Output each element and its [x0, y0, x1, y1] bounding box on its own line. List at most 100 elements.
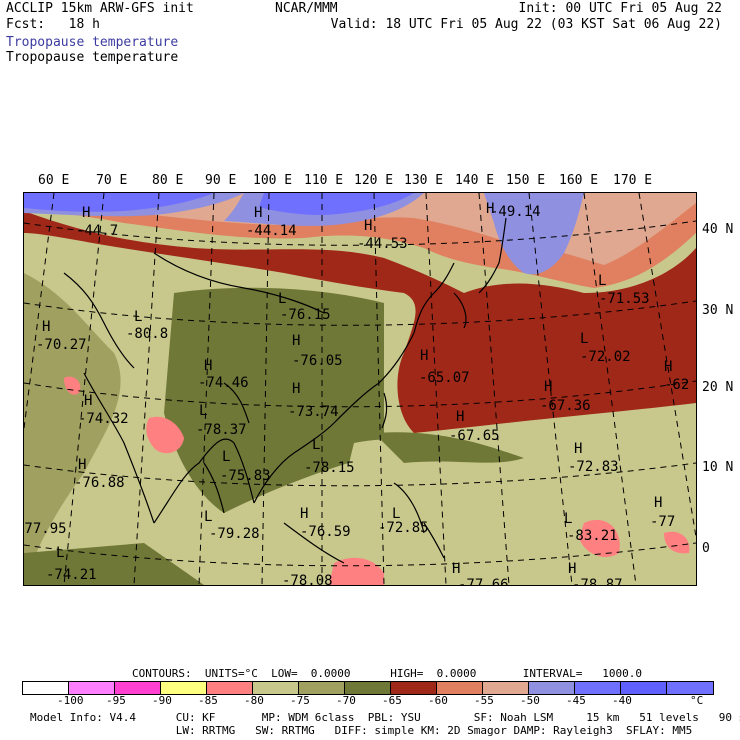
center-mark: H	[664, 359, 672, 375]
lon-label: 90 E	[205, 173, 237, 188]
shade-pink-south	[329, 557, 384, 585]
init-time: Init: 00 UTC Fri 05 Aug 22	[518, 1, 723, 16]
field-title-contour: Tropopause temperature	[6, 50, 179, 65]
lon-label: 60 E	[38, 173, 70, 188]
center-value: -80.8	[126, 326, 168, 342]
lat-label: 0	[702, 541, 710, 556]
center-mark: L	[278, 291, 286, 307]
legend-swatch	[161, 682, 207, 694]
legend-tick: -50	[520, 694, 540, 707]
center-value: -74.21	[46, 567, 97, 583]
center-mark: L	[598, 273, 606, 289]
center-mark: L	[199, 403, 207, 419]
shade-pink-arabia	[64, 376, 81, 395]
lon-label: 110 E	[304, 173, 344, 188]
shade-pink-bay	[146, 416, 184, 454]
center-value: -44.14	[246, 223, 297, 239]
legend-swatch	[115, 682, 161, 694]
center-mark: L	[204, 509, 212, 525]
center-mark: H	[254, 205, 262, 221]
center-mark: H	[82, 205, 90, 221]
center-mark: H	[568, 561, 576, 577]
legend-tick: -55	[474, 694, 494, 707]
legend-swatch	[69, 682, 115, 694]
center-mark: H	[42, 319, 50, 335]
center-value: -70.27	[36, 337, 87, 353]
lon-label: 130 E	[404, 173, 444, 188]
center-value: -78.37	[196, 422, 247, 438]
center-value: -74.32	[78, 411, 129, 427]
coastlines	[63, 217, 507, 564]
legend-tick: -85	[198, 694, 218, 707]
center-labels: H -44.7 H -44.14 H -44.53 H -49.14 H -70…	[24, 201, 689, 585]
legend-tick: -40	[612, 694, 632, 707]
shade-blue-west	[24, 193, 214, 212]
legend-tick: -90	[152, 694, 172, 707]
center-mark: L	[564, 511, 572, 527]
center-value: -72.02	[580, 349, 631, 365]
legend-tick: -95	[106, 694, 126, 707]
lon-label: 160 E	[559, 173, 599, 188]
legend-tick: -65	[382, 694, 402, 707]
legend-swatch	[299, 682, 345, 694]
center-mark: L	[134, 309, 142, 325]
lat-label: 10 N	[702, 460, 734, 475]
center-mark: H	[300, 506, 308, 522]
center-mark: H	[420, 348, 428, 364]
legend-tick: -70	[336, 694, 356, 707]
center-value: -77.66	[458, 577, 509, 585]
graticule	[24, 193, 696, 585]
center-value: -76.59	[300, 524, 351, 540]
center-value: -78.08	[282, 573, 333, 585]
lon-label: 100 E	[253, 173, 293, 188]
center-mark: H	[292, 381, 300, 397]
center-value: -44.7	[76, 223, 118, 239]
tropopause-temperature-map: H -44.7 H -44.14 H -44.53 H -49.14 H -70…	[23, 192, 697, 586]
color-legend	[22, 681, 714, 695]
center-mark: H	[292, 333, 300, 349]
center-value: -75.83	[220, 468, 271, 484]
shade-dark-olive	[164, 287, 384, 513]
center-value: -67.65	[449, 428, 500, 444]
center-mark: L	[580, 331, 588, 347]
center-mark: H	[456, 409, 464, 425]
legend-tick: -80	[244, 694, 264, 707]
lon-label: 70 E	[96, 173, 128, 188]
center-mark: H	[452, 561, 460, 577]
shade-dark-olive-sw	[24, 543, 204, 585]
center-mark: H	[84, 393, 92, 409]
center-value: -83.21	[567, 528, 618, 544]
lat-label: 20 N	[702, 380, 734, 395]
legend-tick: -75	[290, 694, 310, 707]
center-value: -79.28	[209, 526, 260, 542]
center-value: -65.07	[419, 370, 470, 386]
center-value: -67.36	[540, 398, 591, 414]
contour-info: CONTOURS: UNITS=°C LOW= 0.0000 HIGH= 0.0…	[132, 667, 642, 680]
forecast-hour: Fcst: 18 h	[6, 17, 100, 32]
center-value: -76.15	[280, 307, 331, 323]
legend-swatch	[621, 682, 667, 694]
model-info-line1: Model Info: V4.4 CU: KF MP: WDM 6class P…	[30, 711, 740, 724]
center-mark: L	[222, 449, 230, 465]
legend-swatch	[207, 682, 253, 694]
center-mark: H	[486, 201, 494, 217]
center-mark: H	[204, 358, 212, 374]
lat-label: 40 N	[702, 222, 734, 237]
center-mark: H	[364, 218, 372, 234]
lon-label: 140 E	[455, 173, 495, 188]
legend-swatch	[483, 682, 529, 694]
lon-label: 150 E	[506, 173, 546, 188]
center-value: -72.85	[378, 520, 429, 536]
center-value: -44.53	[357, 236, 408, 252]
shade-blue-center	[259, 193, 414, 215]
center-value: -76.05	[292, 353, 343, 369]
center-value: -78.15	[304, 460, 355, 476]
legend-swatch	[391, 682, 437, 694]
center-mark: H	[544, 379, 552, 395]
legend-swatch	[345, 682, 391, 694]
lon-label: 170 E	[613, 173, 653, 188]
valid-time: Valid: 18 UTC Fri 05 Aug 22 (03 KST Sat …	[330, 17, 722, 32]
legend-tick: -100	[57, 694, 84, 707]
center-value: -77.95	[24, 521, 67, 537]
center-value: -49.14	[490, 204, 541, 220]
